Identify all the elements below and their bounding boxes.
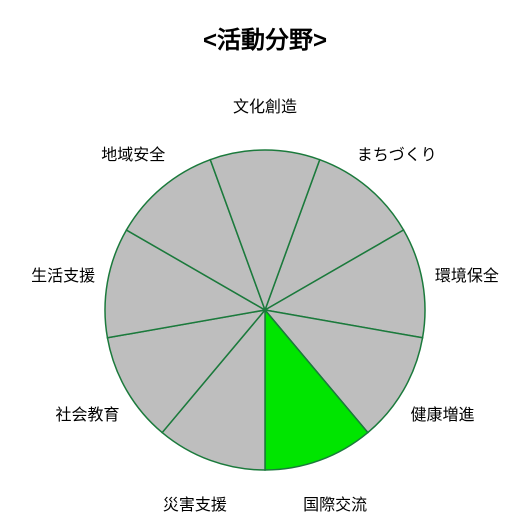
slice-label: 国際交流 [303,491,367,515]
slice-label: 地域安全 [101,141,165,165]
slice-label: 社会教育 [55,401,119,425]
slice-label: 健康増進 [411,401,475,425]
chart-container: <活動分野> まちづくり環境保全健康増進国際交流災害支援社会教育生活支援地域安全… [0,0,530,530]
slice-label: 生活支援 [31,262,95,286]
slice-label: 災害支援 [163,491,227,515]
slice-label: まちづくり [357,141,437,165]
slice-label: 環境保全 [435,262,499,286]
slice-label: 文化創造 [233,93,297,117]
